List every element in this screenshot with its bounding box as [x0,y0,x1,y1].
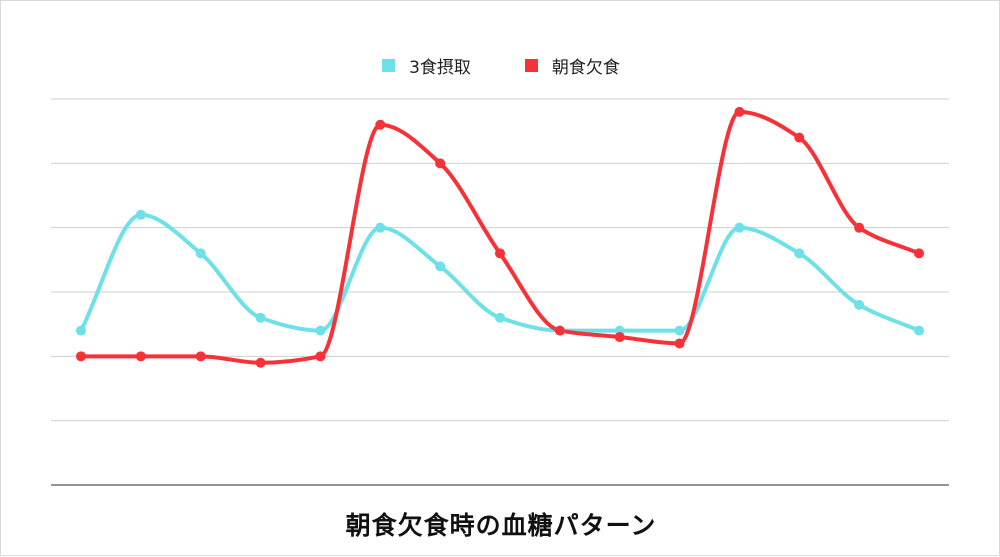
data-point-skip-breakfast-15[interactable] [914,248,924,259]
data-point-3-meals-3[interactable] [195,248,206,259]
series-points [76,106,924,368]
data-point-3-meals-13[interactable] [794,248,805,259]
legend-item-3-meals[interactable]: 3食摂取 [382,53,471,78]
data-point-skip-breakfast-7[interactable] [435,158,446,169]
data-point-3-meals-8[interactable] [495,312,505,323]
data-point-3-meals-15[interactable] [914,325,924,336]
chart-title: 朝食欠食時の血糖パターン [345,511,657,540]
data-point-skip-breakfast-12[interactable] [734,106,745,117]
data-point-skip-breakfast-2[interactable] [135,351,146,362]
legend-item-skip-breakfast[interactable]: 朝食欠食 [524,53,620,78]
data-point-skip-breakfast-8[interactable] [495,248,505,259]
data-point-3-meals-1[interactable] [76,325,86,336]
data-point-skip-breakfast-13[interactable] [794,132,805,143]
legend-swatch-skip-breakfast [524,59,538,72]
data-point-3-meals-6[interactable] [375,222,386,233]
legend-label-3-meals: 3食摂取 [409,58,471,78]
legend-label-skip-breakfast: 朝食欠食 [551,58,620,78]
data-point-3-meals-4[interactable] [255,312,266,323]
legend-swatch-3-meals [382,59,396,72]
legend: 3食摂取 朝食欠食 [1,53,1000,78]
series-line-3-meals [79,212,921,333]
data-point-skip-breakfast-6[interactable] [375,119,386,130]
data-point-skip-breakfast-11[interactable] [674,338,685,349]
data-point-skip-breakfast-4[interactable] [255,357,266,368]
data-point-skip-breakfast-3[interactable] [195,351,206,362]
data-point-3-meals-5[interactable] [315,325,326,336]
data-point-3-meals-11[interactable] [674,325,685,336]
data-point-skip-breakfast-9[interactable] [554,325,565,336]
data-point-skip-breakfast-1[interactable] [76,351,86,362]
series-line-skip-breakfast [79,109,921,365]
data-point-3-meals-12[interactable] [734,222,745,233]
data-point-3-meals-2[interactable] [135,209,146,220]
data-point-skip-breakfast-5[interactable] [315,351,326,362]
data-point-skip-breakfast-14[interactable] [854,222,865,233]
data-point-3-meals-14[interactable] [854,299,865,310]
data-point-3-meals-7[interactable] [435,261,446,272]
series-lines [79,109,921,365]
data-point-skip-breakfast-10[interactable] [614,332,625,343]
